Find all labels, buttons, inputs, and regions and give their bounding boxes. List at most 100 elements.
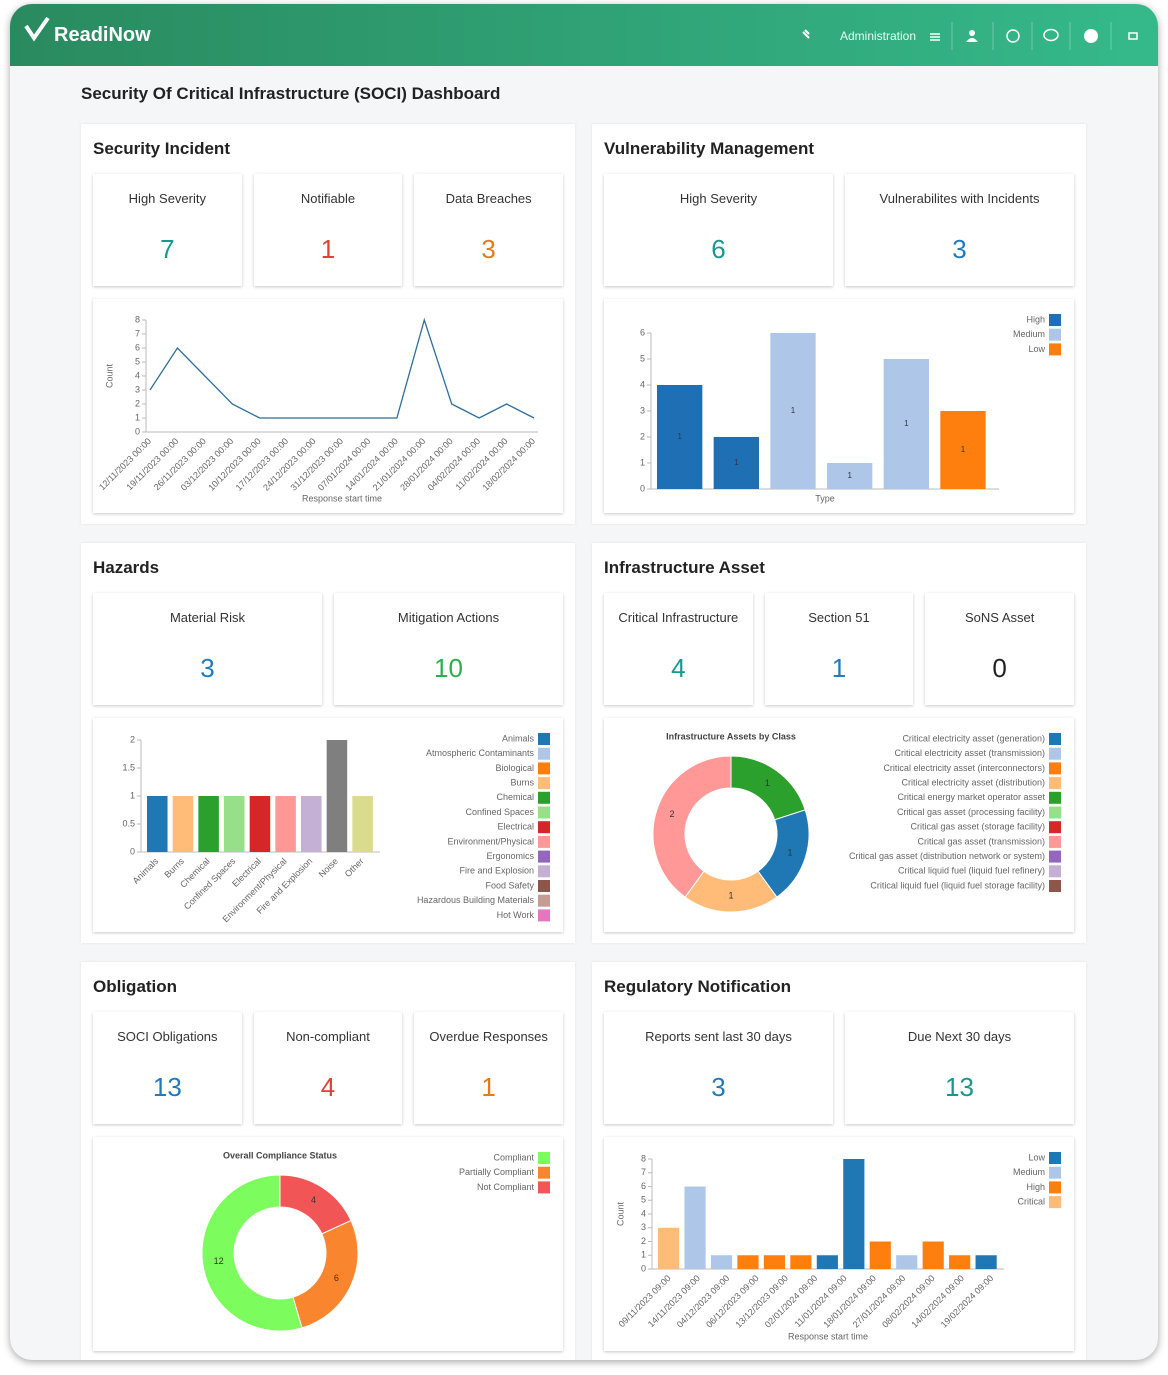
y-tick-label: 1 — [130, 790, 135, 800]
help-icon[interactable] — [1084, 29, 1098, 43]
kpi-card[interactable]: Vulnerabilites with Incidents 3 — [845, 174, 1074, 286]
y-tick-label: 4 — [641, 1208, 646, 1218]
legend-label: Chemical — [496, 792, 534, 802]
chart-card: 0 1 2 3 4 5 6 Type 1 1 1 1 1 1 High Medium Low — [604, 299, 1074, 513]
y-tick-label: 1.5 — [122, 762, 135, 772]
kpi-label: High Severity — [679, 191, 758, 206]
legend-swatch — [538, 850, 550, 863]
y-tick-label: 1 — [135, 412, 140, 422]
legend-swatch — [538, 865, 550, 878]
kpi-card[interactable]: SOCI Obligations 13 — [93, 1012, 242, 1124]
kpi-label: SoNS Asset — [964, 610, 1035, 625]
legend-label: High — [1026, 314, 1045, 324]
bar — [737, 1255, 759, 1269]
admin-menu[interactable]: Administration — [840, 29, 917, 43]
kpi-card[interactable]: Data Breaches 3 — [414, 174, 563, 286]
history-icon[interactable] — [1006, 29, 1020, 43]
kpi-card[interactable]: Section 51 1 — [764, 593, 914, 705]
bar — [684, 1186, 706, 1269]
x-axis-label: Type — [815, 493, 835, 503]
x-tick-label: 14/02/2024 09:00 — [909, 1273, 966, 1330]
kpi-value: 3 — [481, 234, 496, 264]
legend-label: Ergonomics — [486, 851, 534, 861]
bar — [657, 385, 703, 489]
legend-swatch — [538, 909, 550, 922]
legend-label: Electrical — [497, 822, 534, 832]
y-tick-label: 6 — [135, 342, 140, 352]
legend-label: Hot Work — [497, 910, 535, 920]
bar — [763, 1255, 786, 1269]
kpi-card[interactable]: Material Risk 3 — [93, 593, 322, 705]
legend-label: Critical electricity asset (distribution… — [901, 777, 1045, 787]
header: ReadiNow Administration — [10, 4, 1158, 66]
panel-title: Regulatory Notification — [604, 977, 792, 996]
legend-label: Critical liquid fuel (liquid fuel refine… — [898, 866, 1045, 876]
y-axis-label: Count — [104, 364, 114, 389]
legend-swatch — [538, 821, 550, 834]
kpi-label: SOCI Obligations — [117, 1029, 218, 1044]
bar — [710, 1255, 733, 1269]
y-tick-label: 6 — [640, 327, 645, 337]
legend-label: Critical electricity asset (generation) — [902, 733, 1045, 743]
kpi-card[interactable]: Non-compliant 4 — [253, 1012, 403, 1124]
legend-swatch — [1049, 314, 1061, 326]
legend-label: Critical — [1017, 1196, 1045, 1206]
expand-icon[interactable] — [1128, 32, 1138, 40]
legend-swatch — [538, 894, 550, 907]
chat-icon[interactable] — [1043, 28, 1059, 42]
panel: Security Incident High Severity 7 Notifiabl… — [81, 124, 575, 524]
chart-title: Overall Compliance Status — [223, 1150, 337, 1160]
legend-swatch — [1049, 762, 1061, 775]
bar — [975, 1255, 997, 1269]
legend-label: Critical energy market operator asset — [897, 792, 1045, 802]
y-tick-label: 6 — [641, 1181, 646, 1191]
kpi-card[interactable]: High Severity 6 — [604, 174, 833, 286]
legend-swatch — [538, 835, 550, 848]
donut-slice — [292, 1219, 359, 1329]
legend-label: Not Compliant — [477, 1182, 535, 1192]
legend-label: Biological — [495, 763, 534, 773]
bar — [940, 411, 986, 489]
bar-label: 1 — [791, 406, 796, 415]
kpi-card[interactable]: Due Next 30 days 13 — [845, 1012, 1074, 1124]
kpi-card[interactable]: Overdue Responses 1 — [414, 1012, 563, 1124]
menu-icon[interactable] — [930, 33, 940, 41]
legend-label: Critical gas asset (processing facility) — [897, 807, 1045, 817]
kpi-card[interactable]: Critical Infrastructure 4 — [604, 593, 753, 705]
panel-title: Vulnerability Management — [604, 139, 815, 158]
y-tick-label: 0 — [641, 1263, 646, 1273]
x-tick-label: Other — [343, 856, 366, 879]
legend-label: Medium — [1013, 1167, 1045, 1177]
y-tick-label: 0 — [130, 846, 135, 856]
kpi-card[interactable]: Reports sent last 30 days 3 — [604, 1012, 833, 1124]
x-tick-label: 13/12/2023 09:00 — [733, 1273, 790, 1330]
line-series — [149, 317, 535, 419]
x-tick-label: 14/11/2023 09:00 — [646, 1273, 702, 1329]
kpi-value: 4 — [671, 653, 686, 683]
panel: Infrastructure Asset Critical Infrastruct… — [592, 543, 1086, 943]
legend-swatch — [1049, 835, 1061, 848]
y-tick-label: 7 — [135, 328, 140, 338]
kpi-value: 1 — [831, 653, 847, 683]
legend-label: Hazardous Building Materials — [417, 895, 535, 905]
legend-swatch — [538, 747, 550, 760]
legend-label: Critical liquid fuel (liquid fuel storag… — [870, 880, 1045, 890]
legend-swatch — [1049, 821, 1061, 834]
legend-label: Critical electricity asset (transmission… — [894, 748, 1045, 758]
chart: 0 1 2 3 4 5 6 7 8 Count Response start time 09/11/2… — [615, 1152, 1061, 1341]
bar — [249, 796, 271, 852]
kpi-label: Due Next 30 days — [907, 1029, 1012, 1044]
bar — [275, 796, 296, 852]
tools-icon[interactable] — [802, 29, 810, 39]
kpi-card[interactable]: Mitigation Actions 10 — [334, 593, 563, 705]
kpi-card[interactable]: Notifiable 1 — [253, 174, 403, 286]
kpi-value: 13 — [945, 1072, 974, 1102]
chart-card: 0 0.5 1 1.5 2 Animals Burns Chemical Confined Sp… — [93, 718, 563, 932]
slice-label: 6 — [334, 1273, 339, 1283]
x-tick-label: Animals — [131, 856, 161, 886]
user-icon[interactable] — [969, 30, 975, 36]
kpi-card[interactable]: SoNS Asset 0 — [925, 593, 1074, 705]
kpi-value: 13 — [152, 1072, 182, 1102]
kpi-card[interactable]: High Severity 7 — [93, 174, 242, 286]
